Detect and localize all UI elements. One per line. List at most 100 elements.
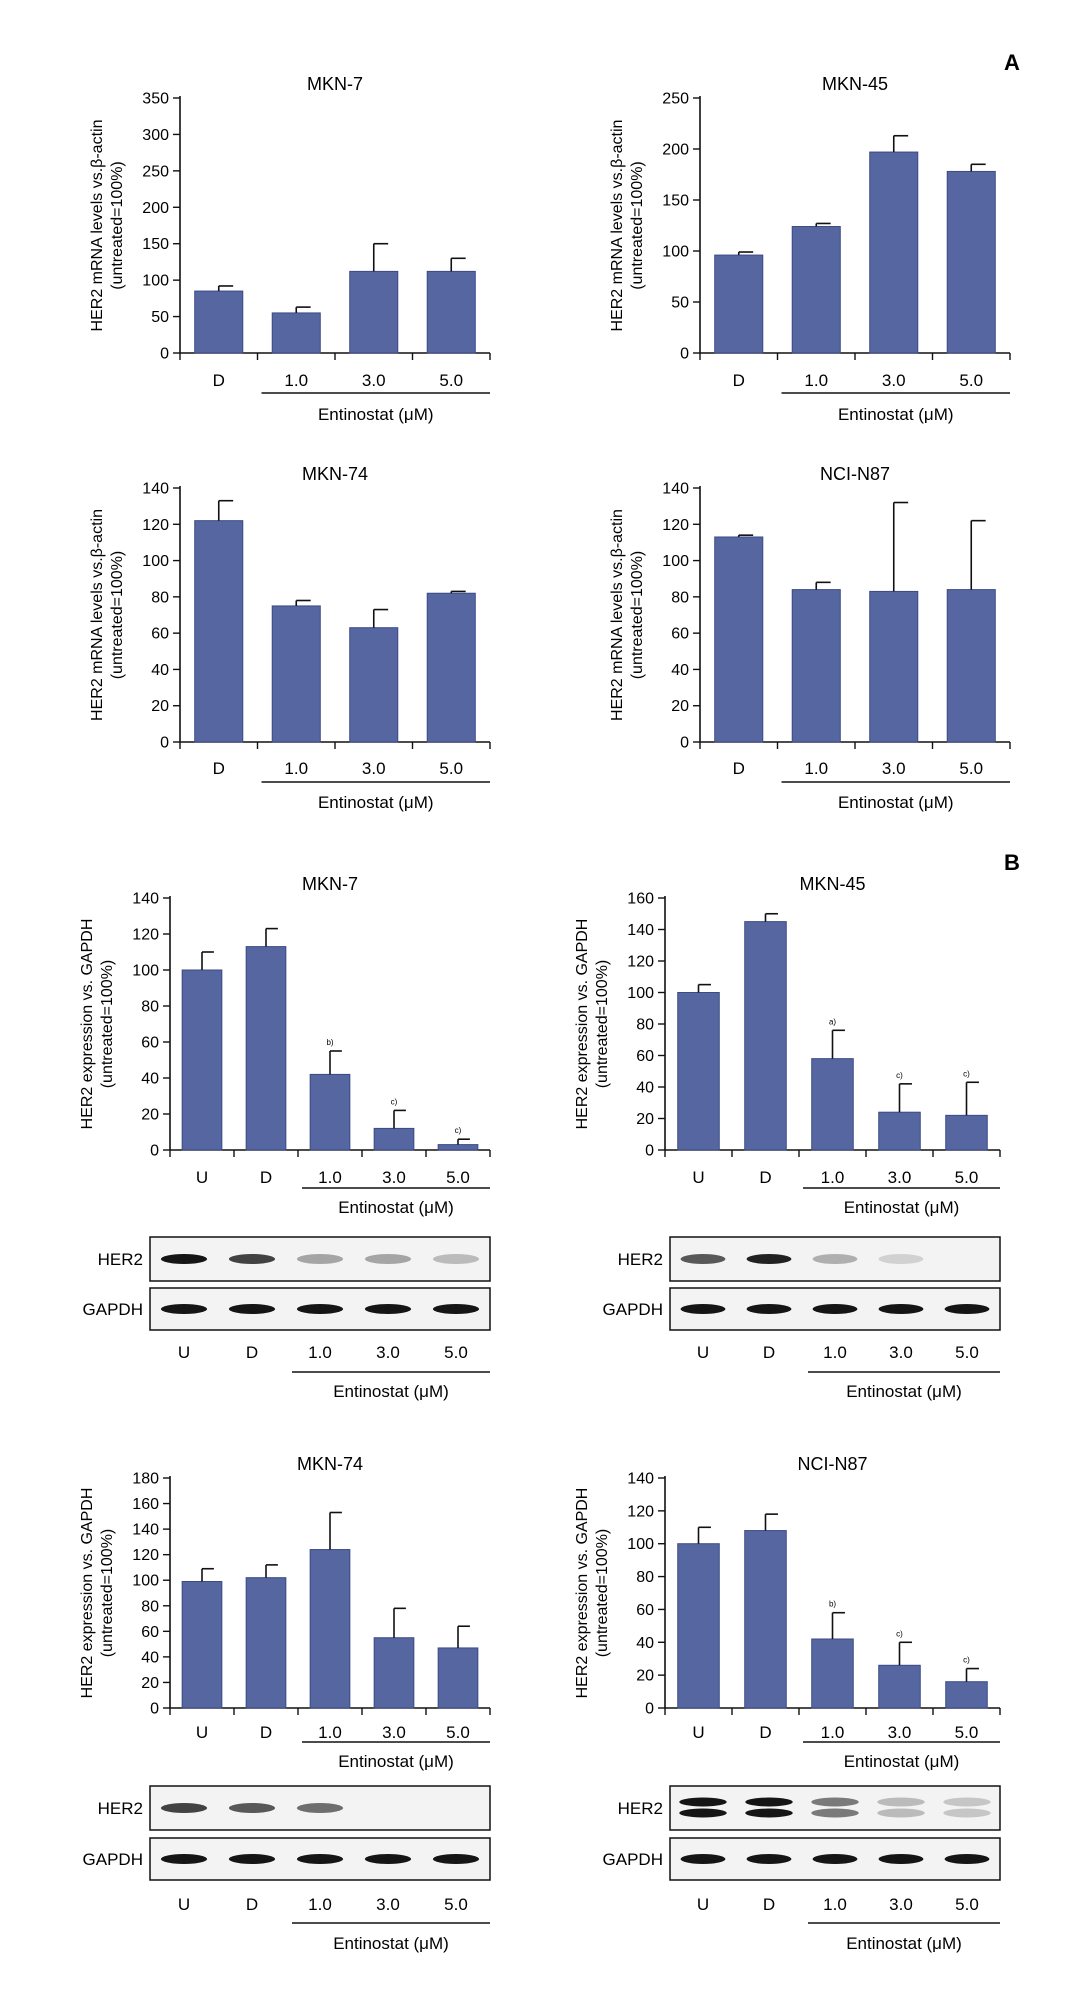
bar-5.0: [946, 170, 996, 354]
blot-lane-label: 1.0: [308, 1895, 332, 1914]
x-category-label: 5.0: [955, 1723, 979, 1742]
x-category-label: 1.0: [284, 371, 308, 390]
bar-3.0: [349, 627, 399, 743]
x-category-label: U: [692, 1723, 704, 1742]
y-axis-label: (untreated=100%): [109, 551, 126, 680]
x-category-label: D: [733, 759, 745, 778]
blot-lane-label: D: [763, 1895, 775, 1914]
chart-b1: MKN-7 HER2 expression vs. GAPDH (untreated…: [79, 874, 491, 1217]
blot-band: [680, 1854, 726, 1864]
y-tick-label: 50: [671, 295, 689, 312]
y-tick-label: 100: [132, 1573, 159, 1590]
significance-label: c): [963, 1656, 970, 1665]
blot-band: [746, 1854, 792, 1864]
bar-3.0: [878, 1111, 921, 1151]
y-tick-label: 150: [142, 236, 169, 253]
y-tick-label: 120: [132, 1547, 159, 1564]
blot-band: [878, 1254, 924, 1264]
y-tick-label: 40: [141, 1649, 159, 1666]
chart-a1: MKN-7 HER2 mRNA levels vs.β-actin (untreat…: [89, 74, 491, 424]
blot-lane-label: U: [697, 1895, 709, 1914]
y-tick-label: 20: [636, 1668, 654, 1685]
blot-band: [432, 1854, 480, 1864]
western-blot-blot2: HER2 GAPDH U D 1.0 3.0 5.0 Entinostat (μM): [603, 1236, 1001, 1401]
y-tick-label: 80: [141, 1598, 159, 1615]
bar-U: [677, 1543, 720, 1709]
y-axis-label: (untreated=100%): [99, 1529, 116, 1658]
x-category-label: D: [213, 759, 225, 778]
y-tick-label: 100: [627, 985, 654, 1002]
significance-label: c): [455, 1126, 462, 1135]
y-axis-label: HER2 expression vs. GAPDH: [574, 919, 591, 1130]
treatment-group-label: Entinostat (μM): [844, 1198, 960, 1217]
blot-band: [296, 1254, 344, 1264]
blots-layer: HER2 GAPDH U D 1.0 3.0 5.0 Entinostat (μM) HER2 G…: [83, 1236, 1001, 1953]
bar-D: [714, 536, 764, 743]
y-tick-label: 160: [132, 1496, 159, 1513]
y-tick-label: 140: [142, 481, 169, 498]
bar-1.0: [271, 605, 321, 743]
x-category-label: 1.0: [318, 1168, 342, 1187]
treatment-group-label: Entinostat (μM): [333, 1934, 449, 1953]
y-tick-label: 20: [636, 1111, 654, 1128]
blot-row-label: GAPDH: [603, 1300, 663, 1319]
y-tick-label: 0: [150, 1701, 159, 1718]
blot-row-label: GAPDH: [83, 1850, 143, 1869]
blot-lane-label: 5.0: [444, 1343, 468, 1362]
blot-band: [878, 1304, 924, 1314]
y-tick-label: 250: [142, 163, 169, 180]
chart-b3: MKN-74 HER2 expression vs. GAPDH (untreate…: [79, 1454, 491, 1771]
blot-band: [364, 1854, 412, 1864]
y-tick-label: 0: [680, 346, 689, 363]
x-category-label: 3.0: [888, 1723, 912, 1742]
x-category-label: 5.0: [446, 1723, 470, 1742]
x-category-label: 3.0: [362, 371, 386, 390]
y-tick-label: 0: [160, 735, 169, 752]
y-tick-label: 60: [636, 1602, 654, 1619]
chart-a2: MKN-45 HER2 mRNA levels vs.β-actin (untrea…: [609, 74, 1011, 424]
y-tick-label: 120: [662, 517, 689, 534]
bar-3.0: [349, 270, 399, 354]
x-category-label: D: [733, 371, 745, 390]
bar-U: [181, 969, 223, 1151]
x-category-label: 1.0: [284, 759, 308, 778]
chart-title: NCI-N87: [797, 1454, 867, 1474]
blot-lane-label: 3.0: [889, 1895, 913, 1914]
blot-lane-label: D: [246, 1343, 258, 1362]
y-tick-label: 100: [662, 244, 689, 261]
y-tick-label: 200: [662, 142, 689, 159]
blot-lane-label: 1.0: [308, 1343, 332, 1362]
chart-title: MKN-7: [307, 74, 363, 94]
x-category-label: 3.0: [382, 1723, 406, 1742]
y-tick-label: 20: [671, 698, 689, 715]
bar-1.0: [791, 589, 841, 743]
y-tick-label: 40: [151, 662, 169, 679]
bar-D: [714, 254, 764, 354]
y-tick-label: 300: [142, 127, 169, 144]
blot-band: [679, 1797, 727, 1807]
treatment-group-label: Entinostat (μM): [318, 793, 434, 812]
x-category-label: 5.0: [439, 759, 463, 778]
western-blot-blot4: HER2 GAPDH U D 1.0 3.0 5.0 Entinostat (μM): [603, 1785, 1001, 1953]
bar-3.0: [869, 151, 919, 354]
western-blot-blot3: HER2 GAPDH U D 1.0 3.0 5.0 Entinostat (μM): [83, 1785, 491, 1953]
y-tick-label: 180: [132, 1471, 159, 1488]
x-category-label: 1.0: [821, 1723, 845, 1742]
bar-3.0: [373, 1127, 415, 1151]
significance-label: c): [391, 1097, 398, 1106]
blot-row-label: HER2: [618, 1250, 663, 1269]
blot-lane-label: U: [697, 1343, 709, 1362]
treatment-group-label: Entinostat (μM): [838, 405, 954, 424]
bar-3.0: [373, 1637, 415, 1709]
y-tick-label: 60: [141, 1624, 159, 1641]
blot-band: [296, 1803, 344, 1813]
bar-1.0: [309, 1549, 351, 1709]
x-category-label: 3.0: [382, 1168, 406, 1187]
blot-band: [228, 1803, 276, 1813]
bar-U: [181, 1581, 223, 1709]
blot-lane-label: 1.0: [823, 1343, 847, 1362]
blot-lane-label: D: [763, 1343, 775, 1362]
blot-band: [160, 1304, 208, 1314]
y-tick-label: 100: [142, 553, 169, 570]
